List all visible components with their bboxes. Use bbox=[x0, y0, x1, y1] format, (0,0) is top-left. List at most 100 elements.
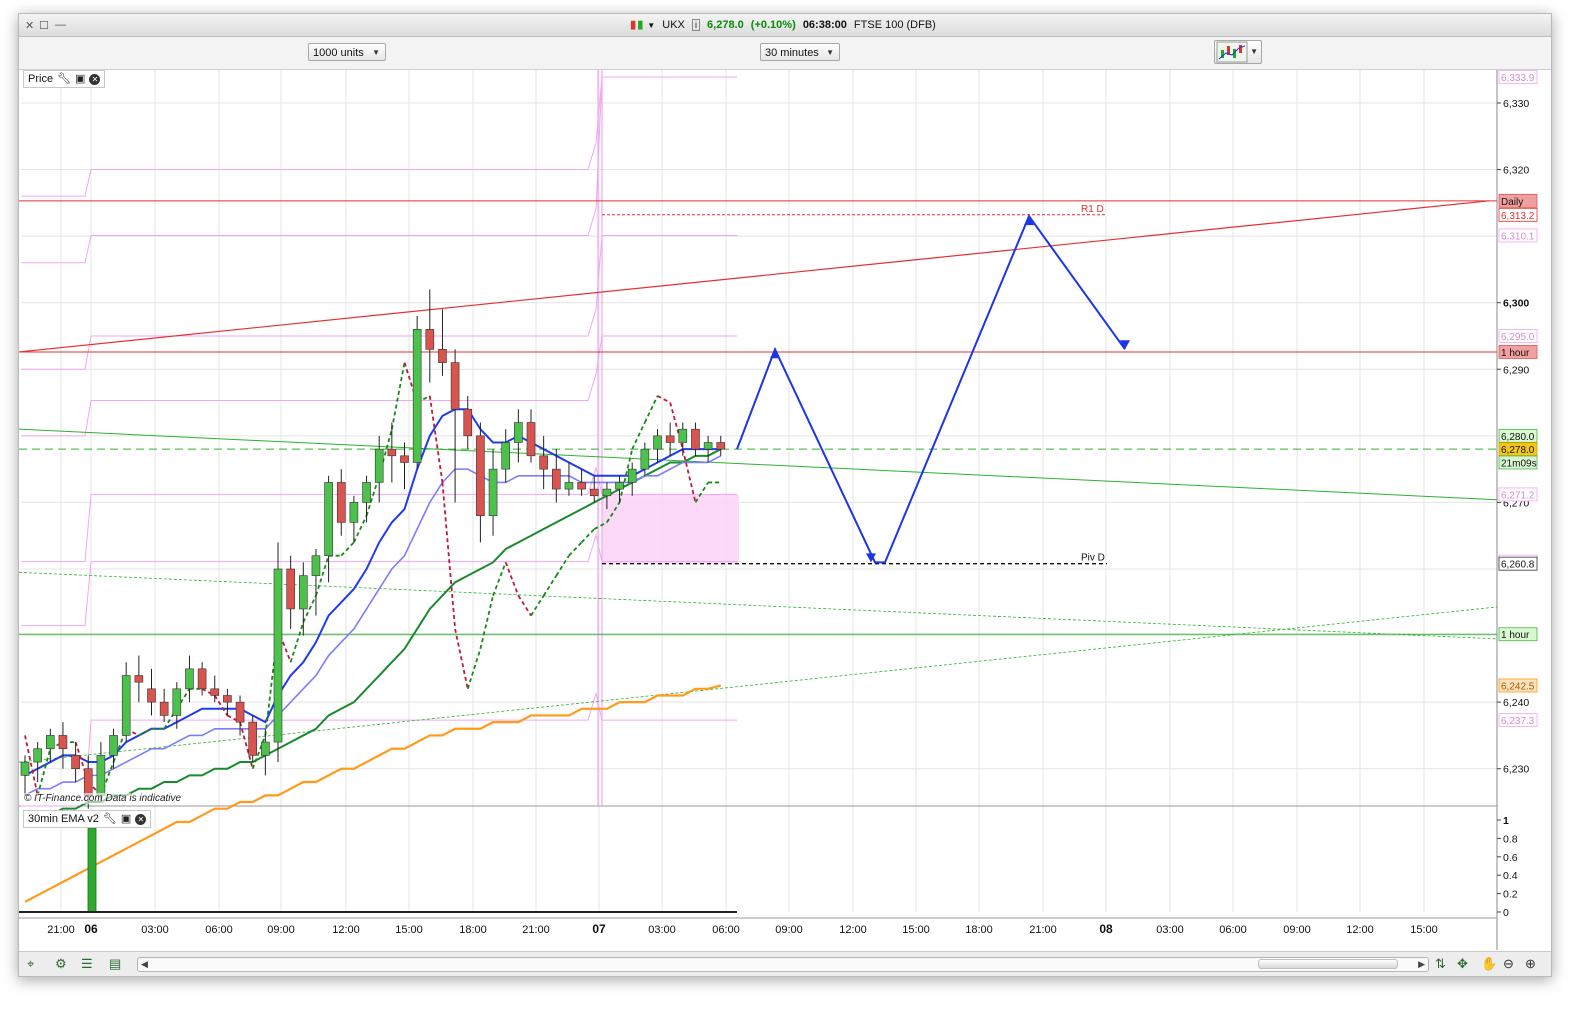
time-tick-label: 21:00 bbox=[1029, 924, 1057, 936]
dashed-signal-segment bbox=[213, 695, 229, 716]
pivot-line bbox=[21, 335, 603, 437]
last-price: 6,278.0 bbox=[707, 19, 744, 31]
candle-down bbox=[235, 701, 245, 723]
time-scrollbar[interactable]: ◀ ▶ bbox=[137, 957, 1429, 972]
crosshair-icon[interactable]: ⌖ bbox=[27, 956, 35, 971]
time-tick-label: 15:00 bbox=[395, 924, 423, 936]
candle-up bbox=[678, 428, 688, 443]
time-tick-label: 15:00 bbox=[902, 924, 930, 936]
dashed-signal-segment bbox=[264, 628, 279, 736]
instrument-header: ▮▮ ▼ UKX i 6,278.0 (+0.10%) 06:38:00 FTSE… bbox=[19, 18, 1551, 31]
chevron-down-icon: ▼ bbox=[826, 48, 834, 57]
time-tick-label: 12:00 bbox=[1346, 924, 1374, 936]
price-tag-label: 6,333.9 bbox=[1501, 73, 1535, 84]
scroll-thumb[interactable] bbox=[1258, 959, 1398, 969]
falling-trendline bbox=[19, 428, 1498, 501]
price-tag-box bbox=[1498, 556, 1538, 571]
time-tick-label: 08 bbox=[1099, 922, 1113, 936]
dashed-signal-segment bbox=[606, 501, 621, 523]
candle-up bbox=[45, 735, 55, 750]
chart-icon[interactable]: ▤ bbox=[109, 956, 122, 971]
fit-icon[interactable]: ⇅ bbox=[1435, 956, 1446, 971]
zoom-out-icon[interactable]: ⊖ bbox=[1503, 956, 1514, 971]
price-tag-label: Daily bbox=[1501, 197, 1523, 208]
price-tag-label: 21m09s bbox=[1501, 458, 1537, 469]
candle-down bbox=[577, 482, 586, 490]
candle-down bbox=[210, 688, 220, 696]
quote-time: 06:38:00 bbox=[802, 19, 847, 31]
candle-down bbox=[83, 768, 93, 796]
candle-down bbox=[551, 468, 561, 490]
candle-down bbox=[387, 448, 397, 457]
price-tick-label: 6,290 bbox=[1503, 364, 1529, 376]
dashed-signal-segment bbox=[36, 748, 52, 796]
price-tick-label: 6,320 bbox=[1503, 165, 1529, 177]
price-panel-label: Price 🔧︎ ▣ ✕ bbox=[23, 70, 106, 88]
time-tick-label: 09:00 bbox=[775, 924, 803, 936]
bottom-toolbar: ⌖ ⚙ ☰ ▤ ◀ ▶ ⇅ ✥ ✋ ⊖ ⊕ bbox=[19, 951, 1551, 976]
dashed-signal-segment bbox=[479, 595, 494, 650]
indicator-tick-label: 1 bbox=[1503, 815, 1509, 827]
indicator-bar bbox=[87, 827, 97, 913]
wrench-icon[interactable]: 🔧︎ bbox=[102, 813, 117, 825]
close-icon[interactable]: ✕ bbox=[135, 813, 147, 825]
settings-icon[interactable]: ⚙ bbox=[55, 956, 67, 971]
auto-scale-icon[interactable]: ✥ bbox=[1457, 956, 1468, 971]
dashed-signal-segment bbox=[390, 362, 406, 430]
ema-slow-line bbox=[24, 448, 722, 823]
candle-down bbox=[526, 422, 536, 457]
dashed-signal-segment bbox=[669, 402, 684, 450]
info-icon[interactable]: i bbox=[691, 19, 700, 31]
window-icon[interactable]: ▣ bbox=[120, 813, 132, 825]
projection-path bbox=[736, 214, 1126, 564]
close-icon[interactable]: ✕ bbox=[89, 73, 101, 85]
minimize-window-icon[interactable]: — bbox=[55, 19, 66, 31]
candle-down bbox=[438, 348, 447, 363]
dashed-signal-segment bbox=[517, 595, 532, 617]
ema-orange-line bbox=[24, 684, 722, 903]
dashed-signal-segment bbox=[530, 595, 545, 617]
candle-up bbox=[349, 502, 359, 523]
chevron-down-icon[interactable]: ▼ bbox=[647, 21, 656, 30]
scroll-left-icon[interactable]: ◀ bbox=[141, 959, 148, 969]
zoom-in-icon[interactable]: ⊕ bbox=[1525, 956, 1536, 971]
list-icon[interactable]: ☰ bbox=[81, 956, 93, 971]
chart-type-button[interactable]: ▼ bbox=[1214, 40, 1262, 64]
pivot-line bbox=[21, 235, 603, 370]
candle-down bbox=[539, 455, 548, 470]
candle-up bbox=[703, 442, 713, 450]
window-icon[interactable]: ▣ bbox=[75, 73, 86, 85]
candle-up bbox=[374, 448, 384, 483]
wrench-icon[interactable]: 🔧︎ bbox=[57, 73, 72, 85]
close-window-icon[interactable]: ✕ bbox=[25, 20, 35, 32]
candle-up bbox=[311, 555, 321, 576]
dashed-signal-segment bbox=[568, 541, 583, 557]
symbol: UKX bbox=[662, 19, 685, 31]
candle-up bbox=[653, 435, 662, 450]
pivot-line bbox=[21, 76, 603, 264]
candle-down bbox=[197, 668, 207, 690]
dashed-signal-segment bbox=[163, 708, 178, 730]
dashed-signal-segment bbox=[618, 448, 634, 503]
units-select[interactable]: 1000 units ▼ bbox=[308, 43, 386, 61]
candle-up bbox=[412, 329, 422, 463]
dashed-signal-segment bbox=[428, 395, 444, 483]
maximize-window-icon[interactable]: ☐ bbox=[39, 20, 49, 32]
candle-down bbox=[450, 362, 460, 410]
time-tick-label: 15:00 bbox=[1410, 924, 1438, 936]
price-panel-title: Price bbox=[28, 73, 54, 85]
indicator-tick-label: 0.6 bbox=[1503, 852, 1518, 864]
interval-select[interactable]: 30 minutes ▼ bbox=[760, 43, 840, 61]
indicator-tick-label: 0.2 bbox=[1503, 889, 1518, 901]
pivot-line bbox=[21, 533, 603, 627]
price-tag-box bbox=[1498, 713, 1538, 728]
time-tick-label: 06:00 bbox=[712, 924, 740, 936]
candle-icon-up: ▮ bbox=[637, 19, 644, 31]
candle-icon[interactable]: ▮ bbox=[630, 19, 637, 31]
time-tick-label: 18:00 bbox=[459, 924, 487, 936]
scroll-right-icon[interactable]: ▶ bbox=[1418, 959, 1425, 969]
price-tag-label: 6,278.0 bbox=[1501, 445, 1535, 456]
time-tick-label: 12:00 bbox=[332, 924, 360, 936]
pan-icon[interactable]: ✋ bbox=[1481, 956, 1498, 971]
